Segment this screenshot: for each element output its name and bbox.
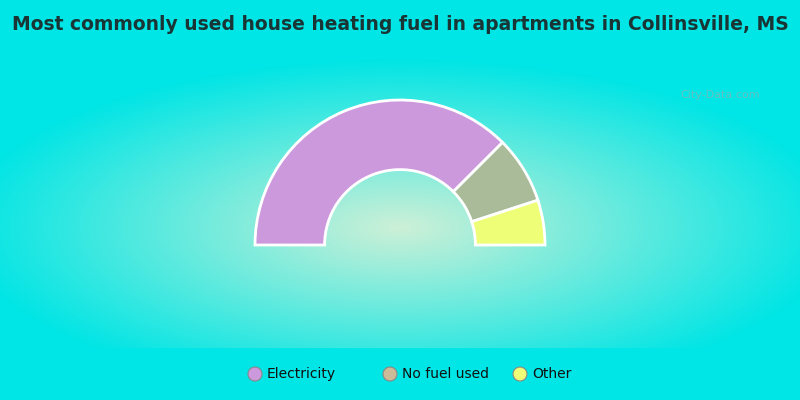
Text: Most commonly used house heating fuel in apartments in Collinsville, MS: Most commonly used house heating fuel in… [12, 16, 788, 34]
Bar [0, 348, 800, 400]
Wedge shape [255, 100, 502, 245]
Wedge shape [454, 142, 538, 222]
Ellipse shape [383, 367, 397, 381]
Text: City-Data.com: City-Data.com [680, 90, 760, 100]
Text: Electricity: Electricity [267, 367, 336, 381]
Ellipse shape [248, 367, 262, 381]
Text: Other: Other [532, 367, 571, 381]
Ellipse shape [513, 367, 527, 381]
Wedge shape [472, 200, 545, 245]
Text: No fuel used: No fuel used [402, 367, 489, 381]
